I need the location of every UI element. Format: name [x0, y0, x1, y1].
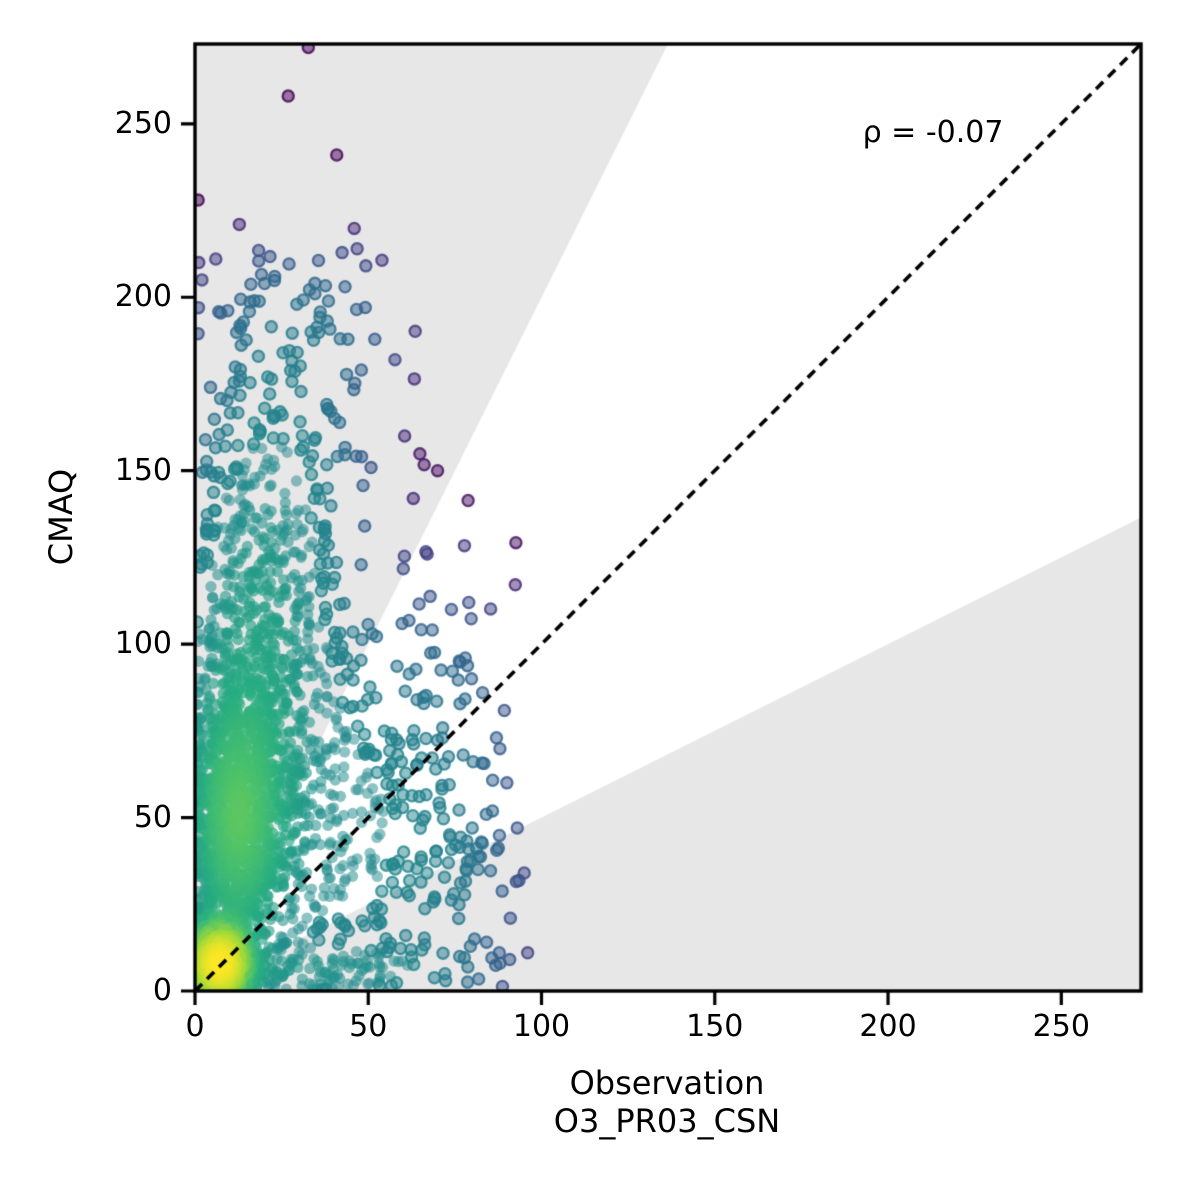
- x-axis-label-line1: Observation: [569, 1064, 765, 1102]
- y-tick-label: 250: [114, 105, 172, 141]
- x-axis-label: Observation O3_PR03_CSN: [554, 1064, 780, 1140]
- x-tick-label: 0: [185, 1009, 205, 1044]
- y-tick-label: 100: [114, 626, 172, 662]
- x-tick-label: 200: [859, 1009, 917, 1044]
- y-tick-label: 0: [152, 973, 172, 1008]
- y-tick-label: 150: [114, 452, 172, 488]
- x-tick-label: 100: [512, 1009, 571, 1044]
- y-axis-label: CMAQ: [42, 468, 80, 566]
- x-tick-label: 250: [1032, 1009, 1090, 1044]
- x-tick-label: 150: [686, 1009, 744, 1044]
- x-tick-label: 50: [349, 1009, 388, 1044]
- y-tick-label: 50: [133, 799, 172, 835]
- x-axis-label-line2: O3_PR03_CSN: [553, 1102, 781, 1140]
- correlation-annotation: ρ = -0.07: [862, 115, 1004, 150]
- y-tick-label: 200: [114, 279, 172, 315]
